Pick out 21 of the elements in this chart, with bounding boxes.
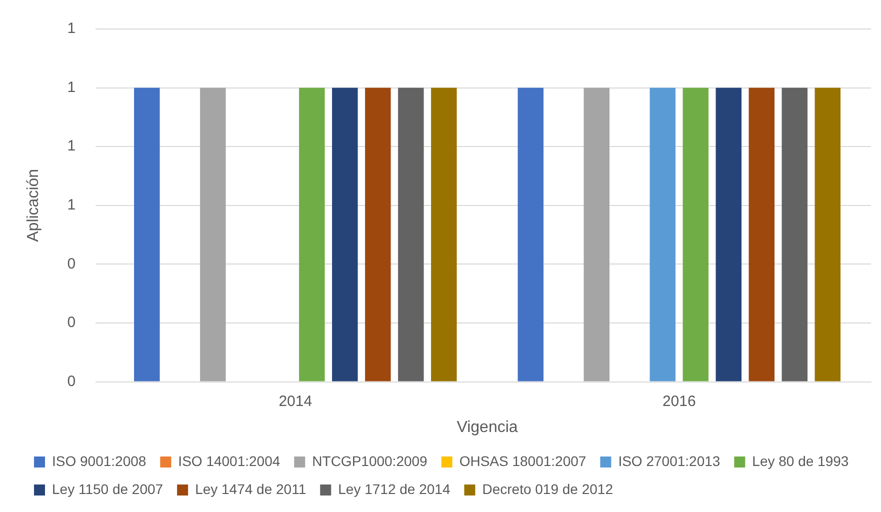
legend-label: Ley 80 de 1993 <box>752 452 849 469</box>
y-tick-label: 0 <box>67 255 76 272</box>
legend-label: Ley 1150 de 2007 <box>52 480 164 497</box>
y-tick-label: 1 <box>67 78 76 96</box>
legend-label: Ley 1474 de 2011 <box>195 480 306 497</box>
legend-label: OHSAS 18001:2007 <box>459 452 586 469</box>
legend-label: Ley 1712 de 2014 <box>338 480 450 497</box>
y-tick-label: 0 <box>67 372 76 390</box>
legend-label: Decreto 019 de 2012 <box>482 480 614 497</box>
legend-label: ISO 14001:2004 <box>178 452 280 469</box>
legend-label: ISO 9001:2008 <box>52 452 146 469</box>
x-tick-label: 2016 <box>662 392 696 410</box>
x-axis-title: Vigencia <box>456 418 518 436</box>
y-tick-label: 1 <box>67 196 76 214</box>
legend-label: NTCGP1000:2009 <box>312 452 428 469</box>
y-tick-label: 0 <box>67 314 76 332</box>
y-axis-title: Aplicación <box>25 168 42 242</box>
y-tick-label: 1 <box>67 138 76 155</box>
legend-label: ISO 27001:2013 <box>618 452 720 469</box>
x-tick-label: 2014 <box>278 392 312 410</box>
y-tick-label: 1 <box>67 20 76 38</box>
